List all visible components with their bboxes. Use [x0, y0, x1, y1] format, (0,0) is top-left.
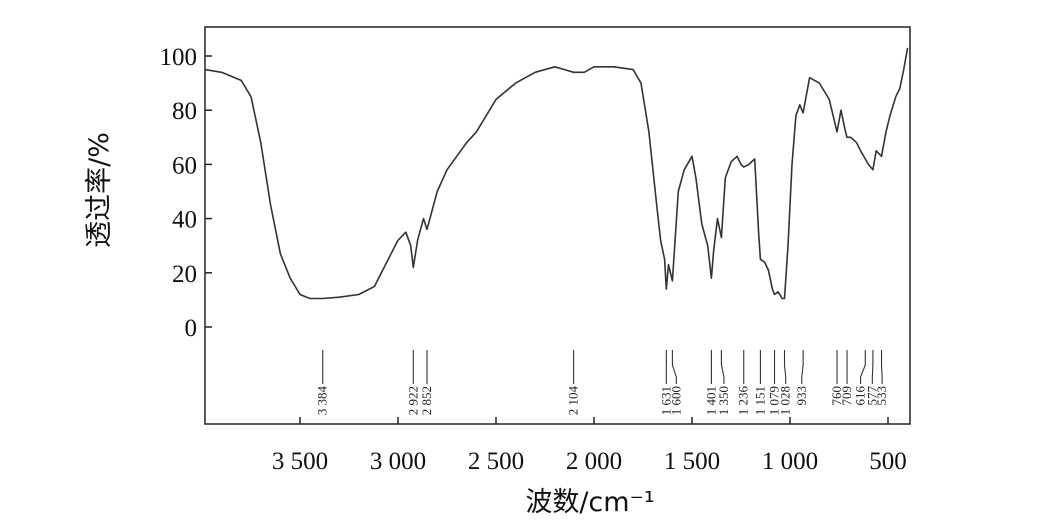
- y-axis-ticks: 100 80 60 40 20 0: [160, 44, 212, 342]
- peak-label: 933: [794, 386, 809, 406]
- peak-marker-line: [880, 350, 883, 384]
- peak-label: 1 151: [752, 386, 767, 415]
- peak-label: 709: [839, 386, 854, 406]
- x-tick-label: 1 500: [664, 448, 720, 475]
- x-tick-label: 2 000: [566, 448, 622, 475]
- peak-label: 1 600: [668, 386, 683, 415]
- peak-label: 2 104: [566, 386, 581, 416]
- peak-label: 1 236: [736, 386, 751, 416]
- peak-label: 1 350: [716, 386, 731, 415]
- x-tick-label: 2 500: [468, 448, 524, 475]
- peak-label: 1 631: [658, 386, 673, 415]
- peak-marker-line: [671, 350, 677, 384]
- y-tick-label: 100: [160, 44, 198, 71]
- peak-marker-line: [720, 350, 725, 384]
- x-axis-label: 波数/cm⁻¹: [525, 487, 654, 518]
- peak-label: 1 028: [778, 386, 793, 415]
- peak-label: 2 852: [419, 386, 434, 415]
- peak-label: 533: [874, 386, 889, 406]
- peak-label: 2 922: [405, 386, 420, 415]
- peak-label: 1 079: [767, 386, 782, 415]
- peak-marker-line: [783, 350, 787, 384]
- peak-label: 616: [853, 386, 868, 406]
- y-tick-label: 0: [185, 315, 198, 342]
- y-tick-label: 80: [172, 98, 197, 125]
- plot-frame: [204, 26, 911, 425]
- peak-label: 3 384: [315, 386, 330, 416]
- peak-marker-line: [801, 350, 804, 384]
- peak-marker-line: [860, 350, 866, 384]
- peak-label: 1 401: [703, 386, 718, 415]
- peak-label: 577: [864, 386, 879, 406]
- y-tick-label: 20: [172, 261, 197, 288]
- x-axis-ticks: 3 500 3 000 2 500 2 000 1 500 1 000 500: [272, 417, 907, 475]
- x-tick-label: 1 000: [762, 448, 818, 475]
- x-tick-label: 3 500: [272, 448, 328, 475]
- x-tick-label: 500: [869, 448, 907, 475]
- y-tick-label: 60: [172, 152, 197, 179]
- y-axis-label: 透过率/%: [84, 132, 115, 248]
- transmittance-line: [204, 47, 909, 300]
- y-tick-label: 40: [172, 207, 197, 234]
- x-tick-label: 3 000: [370, 448, 426, 475]
- peak-marker-line: [871, 350, 874, 384]
- peak-label: 760: [829, 386, 844, 406]
